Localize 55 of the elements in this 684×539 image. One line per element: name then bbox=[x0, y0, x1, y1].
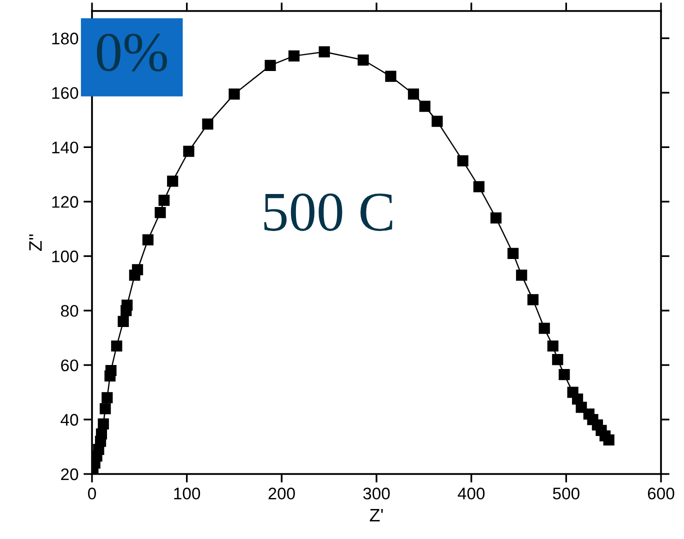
x-tick-label: 500 bbox=[552, 488, 580, 500]
y-tick-label: 60 bbox=[61, 359, 78, 372]
y-tick-label: 80 bbox=[60, 304, 78, 317]
y-tick-label: 20 bbox=[61, 468, 78, 480]
point bbox=[158, 194, 170, 206]
point bbox=[408, 88, 420, 100]
x-tick-label: 600 bbox=[648, 488, 674, 500]
point bbox=[419, 100, 430, 112]
point bbox=[288, 50, 300, 62]
point bbox=[516, 270, 528, 281]
point bbox=[547, 340, 558, 352]
point bbox=[183, 146, 194, 157]
point bbox=[603, 434, 614, 446]
point bbox=[167, 176, 178, 187]
point bbox=[538, 322, 550, 334]
x-tick-label: 400 bbox=[458, 488, 485, 500]
point bbox=[385, 70, 396, 82]
point bbox=[508, 248, 519, 259]
y-tick-label: 100 bbox=[52, 250, 78, 262]
annotation: 0% bbox=[96, 34, 167, 72]
point bbox=[228, 88, 240, 100]
point bbox=[558, 369, 570, 380]
point bbox=[264, 60, 276, 72]
point bbox=[358, 54, 369, 66]
point bbox=[202, 118, 214, 130]
point bbox=[105, 364, 117, 376]
point bbox=[490, 212, 502, 224]
x-axis-title: Z' bbox=[370, 508, 383, 522]
point bbox=[457, 155, 468, 166]
x-tick-label: 0 bbox=[88, 488, 96, 500]
x-tick-label: 200 bbox=[268, 488, 295, 500]
point bbox=[122, 300, 133, 311]
point bbox=[111, 340, 122, 352]
y-tick-label: 140 bbox=[52, 142, 78, 154]
point bbox=[118, 316, 129, 328]
point bbox=[96, 428, 108, 440]
x-tick-label: 300 bbox=[363, 488, 390, 500]
point bbox=[142, 234, 154, 246]
point bbox=[154, 206, 166, 218]
y-tick-label: 120 bbox=[52, 196, 78, 208]
point bbox=[102, 392, 113, 404]
y-tick-label: 180 bbox=[52, 32, 78, 44]
point bbox=[132, 264, 144, 276]
y-axis-title: Z'' bbox=[29, 234, 42, 251]
point bbox=[318, 46, 330, 58]
point bbox=[527, 294, 539, 306]
x-tick-label: 100 bbox=[174, 488, 200, 500]
point bbox=[552, 354, 564, 366]
point bbox=[98, 418, 109, 430]
point bbox=[432, 116, 443, 127]
point bbox=[473, 181, 484, 192]
y-tick-label: 160 bbox=[52, 87, 78, 99]
y-tick-label: 40 bbox=[60, 414, 78, 426]
point bbox=[100, 403, 111, 414]
annotation: 500 C bbox=[264, 193, 392, 231]
